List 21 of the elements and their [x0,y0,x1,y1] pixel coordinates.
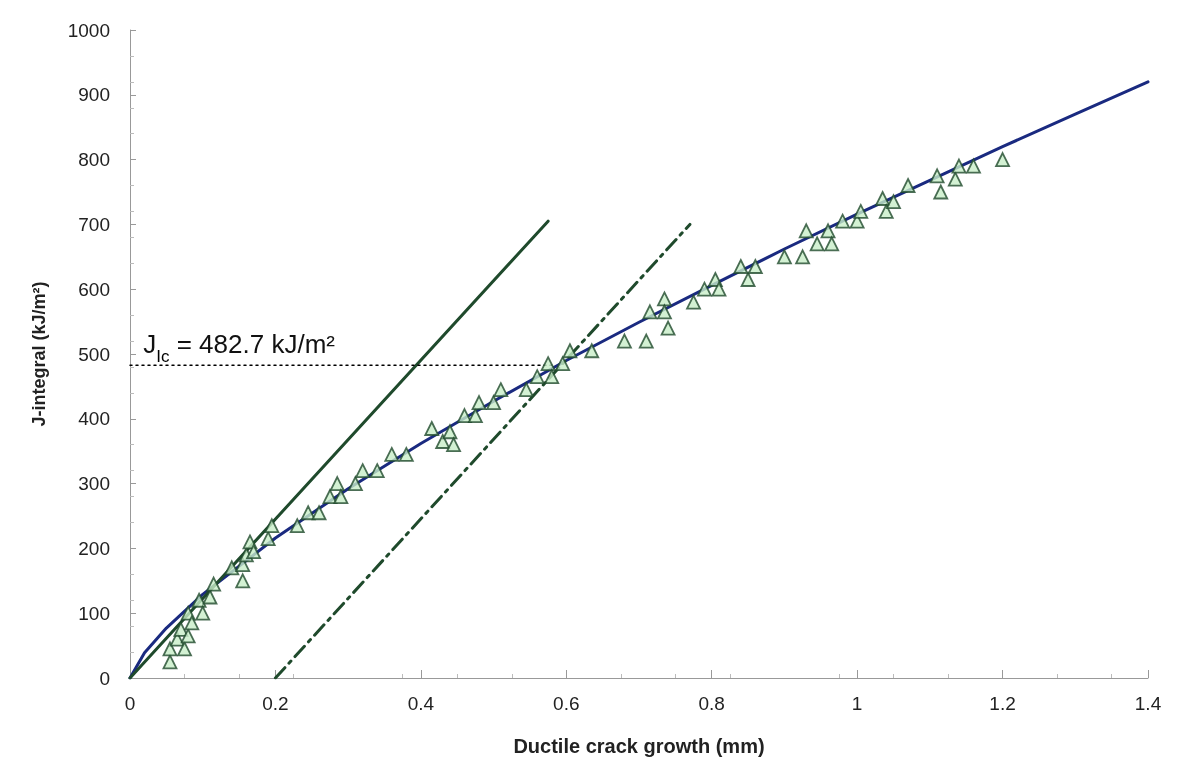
y-tick-label: 900 [78,84,110,106]
x-tick-label: 1.4 [1134,693,1162,714]
y-tick-label: 500 [78,343,110,365]
y-tick-label: 400 [78,408,110,430]
x-tick-label: 0.6 [553,693,580,714]
x-axis-title: Ductile crack growth (mm) [513,735,765,757]
y-tick-label: 700 [78,213,110,235]
y-tick-label: 1000 [67,19,110,41]
x-tick-label: 0 [124,693,136,714]
x-tick-label: 1.2 [989,693,1016,714]
x-tick-label: 1 [851,693,863,714]
y-tick-label: 600 [78,278,110,300]
y-tick-label: 0 [99,667,110,689]
y-tick-label: 100 [78,602,110,624]
x-tick-label: 0.8 [698,693,725,714]
x-tick-label: 0.2 [262,693,289,714]
y-axis-title: J-integral (kJ/m²) [29,281,49,427]
y-tick-label: 800 [78,149,110,171]
y-tick-label: 200 [78,537,110,559]
y-tick-label: 300 [78,473,110,495]
x-tick-label: 0.4 [407,693,435,714]
